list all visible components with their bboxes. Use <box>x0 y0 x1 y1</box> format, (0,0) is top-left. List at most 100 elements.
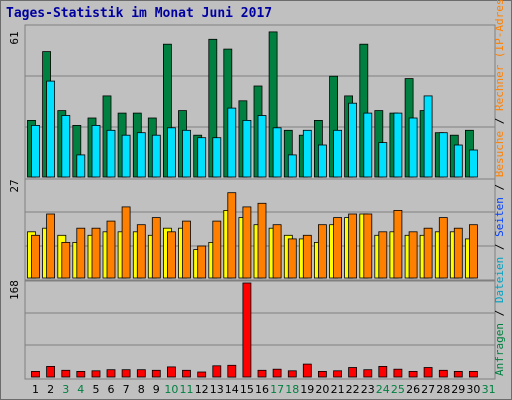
bar-dateien <box>242 120 252 178</box>
bar-kb-f <box>393 368 403 378</box>
bar-kb-f <box>438 369 448 378</box>
day-label: 17 <box>270 383 284 396</box>
bar-rechner <box>468 224 478 279</box>
bar-dateien <box>468 149 478 178</box>
day-label: 6 <box>108 383 115 396</box>
bar-rechner <box>257 202 267 279</box>
side-legend: Anfragen / Dateien / Seiten / Besuche / … <box>493 0 506 376</box>
bar-kb-f <box>197 371 207 378</box>
day-label: 4 <box>77 383 84 396</box>
bar-kb-f <box>182 369 191 378</box>
day-label: 28 <box>436 383 450 396</box>
bar-dateien <box>378 142 388 178</box>
day-label: 20 <box>315 383 329 396</box>
bar-rechner <box>106 220 116 279</box>
bar-rechner <box>438 217 448 279</box>
bar-rechner <box>121 206 131 279</box>
day-label: 22 <box>346 383 360 396</box>
bar-kb-f <box>378 365 388 378</box>
bar-rechner <box>166 231 176 279</box>
bar-kb-f <box>31 370 40 378</box>
bar-dateien <box>302 129 312 178</box>
day-label: 10 <box>164 383 178 396</box>
bar-kb-f <box>136 369 146 378</box>
bar-kb-f <box>302 363 312 378</box>
panel-kbytes <box>24 280 496 380</box>
bar-kb-f <box>408 370 418 378</box>
bar-rechner <box>287 238 297 279</box>
bar-dateien <box>151 134 161 178</box>
bar-kb-f <box>121 369 131 378</box>
bar-rechner <box>136 224 146 279</box>
bar-dateien <box>272 127 282 178</box>
day-label: 15 <box>240 383 254 396</box>
bar-dateien <box>317 144 327 178</box>
bar-dateien <box>453 144 463 178</box>
bar-dateien <box>423 95 433 178</box>
bar-kb-f <box>227 364 237 378</box>
bar-dateien <box>166 127 176 178</box>
bar-rechner <box>151 217 161 279</box>
bar-rechner <box>348 213 358 279</box>
bar-rechner <box>302 234 312 279</box>
day-label: 19 <box>300 383 314 396</box>
bar-rechner <box>212 220 222 279</box>
day-label: 30 <box>466 383 480 396</box>
bar-kb-f <box>151 369 161 378</box>
bar-kb-f <box>333 370 343 378</box>
legend-entry: Anfragen <box>493 323 506 376</box>
bar-dateien <box>212 137 222 178</box>
bar-kb-f <box>363 369 373 378</box>
day-label: 14 <box>225 383 239 396</box>
bars-layer <box>27 31 478 378</box>
chart-title: Tages-Statistik im Monat Juni 2017 <box>6 6 273 21</box>
day-label: 3 <box>62 383 69 396</box>
bar-dateien <box>287 154 297 178</box>
bar-kb-f <box>287 370 297 378</box>
day-label: 2 <box>47 383 54 396</box>
bar-kb-f <box>423 367 433 378</box>
bar-kb-f <box>106 369 116 378</box>
bar-dateien <box>408 117 418 178</box>
day-label: 8 <box>138 383 145 396</box>
bar-rechner <box>453 227 463 279</box>
day-label: 7 <box>123 383 130 396</box>
bar-dateien <box>31 125 40 178</box>
bar-kb-f <box>166 366 176 378</box>
day-label: 27 <box>421 383 435 396</box>
bar-kb-f <box>242 282 252 378</box>
day-labels: 1 2 3 4 5 6 7 8 9 10 11 12 13 14 15 16 17 18 19 20 21 22 23 24 2… <box>32 383 496 396</box>
legend-entry: Seiten <box>493 197 506 237</box>
bar-dateien <box>393 112 403 178</box>
bar-dateien <box>363 112 373 178</box>
legend-entry: / <box>493 303 506 323</box>
bar-dateien <box>136 132 146 178</box>
bar-kb-f <box>468 370 478 378</box>
bar-dateien <box>76 154 86 178</box>
bar-kb-f <box>317 370 327 378</box>
legend-entry: / <box>493 237 506 257</box>
bar-kb-f <box>91 370 101 378</box>
bar-dateien <box>46 80 55 178</box>
bar-rechner <box>423 227 433 279</box>
bar-dateien <box>106 129 116 178</box>
bar-rechner <box>333 217 343 279</box>
day-label: 16 <box>255 383 269 396</box>
bar-rechner <box>363 213 373 279</box>
bar-rechner <box>46 213 55 279</box>
day-label: 31 <box>482 383 496 396</box>
legend-entry: Rechner (IP-Adressen) <box>493 0 506 111</box>
day-label: 23 <box>361 383 375 396</box>
day-label: 12 <box>195 383 209 396</box>
bar-dateien <box>227 107 237 178</box>
bar-dateien <box>91 125 101 178</box>
day-label: 24 <box>376 383 390 396</box>
bar-kb-f <box>272 368 282 378</box>
bar-dateien <box>61 115 71 178</box>
bar-rechner <box>61 241 71 279</box>
bar-kb-f <box>348 367 358 378</box>
y-max-label-top: 61 <box>8 31 21 44</box>
bar-kb-f <box>76 370 86 378</box>
legend-entry: Besuche <box>493 131 506 177</box>
